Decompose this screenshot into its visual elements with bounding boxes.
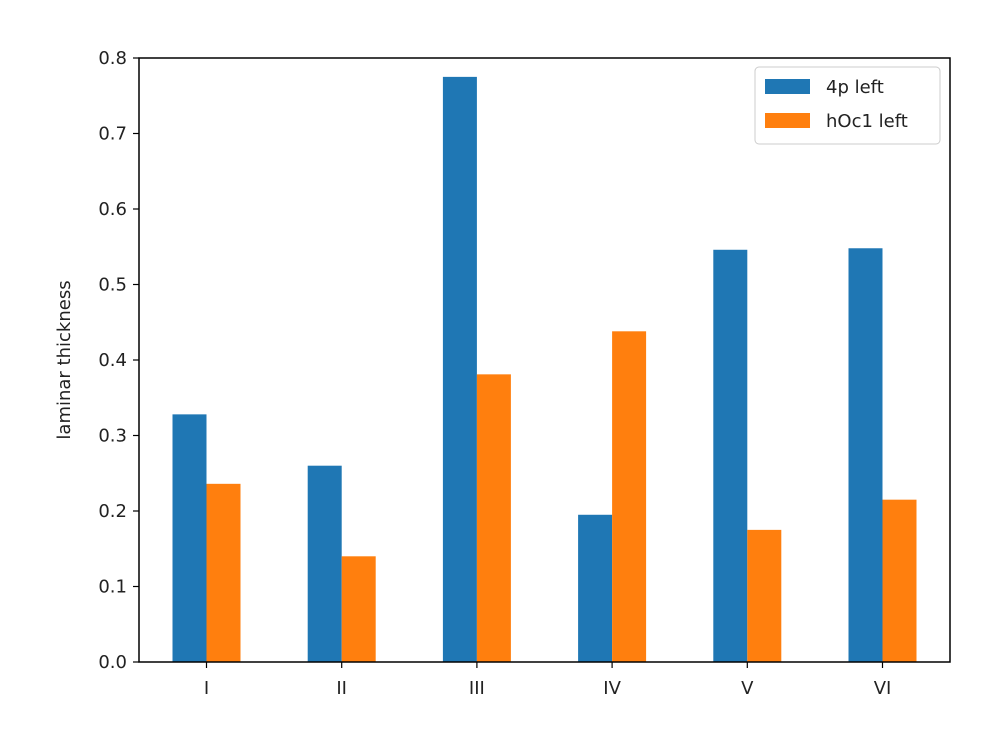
x-tick-label: VI <box>874 678 892 699</box>
y-tick-label: 0.8 <box>98 48 127 69</box>
bar-series2-I <box>206 483 241 662</box>
bars-layer <box>172 76 917 662</box>
x-tick-label: IV <box>603 678 621 699</box>
bar-series2-III <box>476 374 511 662</box>
y-tick-label: 0.4 <box>98 350 127 371</box>
legend-label: 4p left <box>826 77 884 98</box>
legend-items: 4p left hOc1 left <box>765 77 908 132</box>
x-tick-label: V <box>741 678 754 699</box>
bar-series2-V <box>747 529 782 662</box>
x-tick-label: II <box>336 678 347 699</box>
bar-series1-III <box>442 76 477 662</box>
y-axis-label: laminar thickness <box>54 280 75 439</box>
legend-swatch <box>765 113 810 128</box>
y-tick-label: 0.6 <box>98 199 127 220</box>
bar-series2-II <box>341 556 376 662</box>
y-tick-label: 0.7 <box>98 124 127 145</box>
bar-series1-IV <box>578 514 613 662</box>
bar-series1-II <box>307 465 342 662</box>
legend: 4p left hOc1 left <box>754 66 941 145</box>
bar-series2-IV <box>612 331 647 662</box>
legend-swatch <box>765 79 810 94</box>
x-axis-ticks: I II III IV V VI <box>204 662 891 699</box>
y-tick-label: 0.3 <box>98 426 127 447</box>
plot-frame <box>138 57 951 663</box>
x-tick-label: III <box>469 678 485 699</box>
y-tick-label: 0.5 <box>98 275 127 296</box>
y-axis-ticks: 0.0 0.1 0.2 0.3 0.4 0.5 0.6 0.7 0.8 <box>98 48 139 673</box>
bar-series1-V <box>713 249 748 662</box>
bar-series1-VI <box>848 248 883 662</box>
bar-series2-VI <box>882 499 917 662</box>
y-tick-label: 0.1 <box>98 577 127 598</box>
y-tick-label: 0.2 <box>98 501 127 522</box>
y-tick-label: 0.0 <box>98 652 127 673</box>
x-tick-label: I <box>204 678 209 699</box>
legend-label: hOc1 left <box>826 111 908 132</box>
bar-series1-I <box>172 414 207 662</box>
